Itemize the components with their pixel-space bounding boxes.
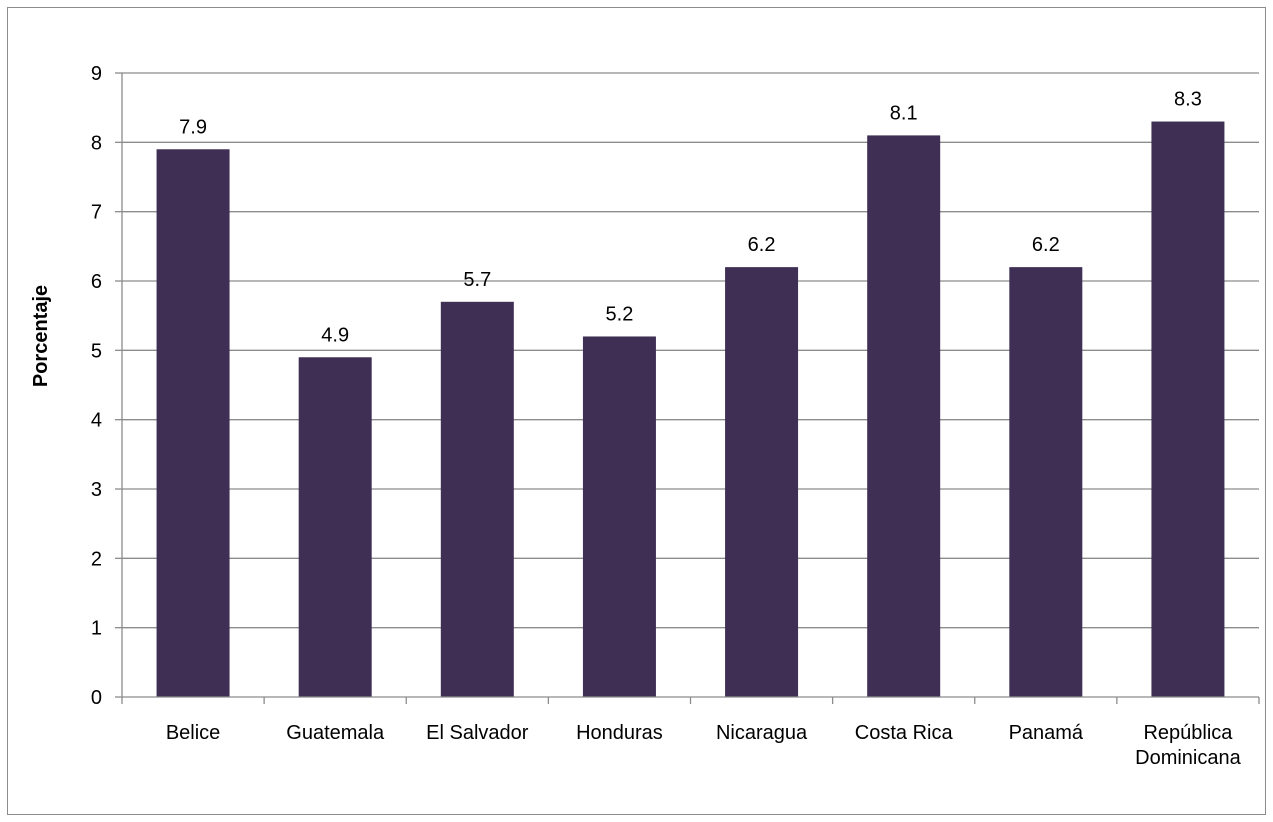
x-tick-label-line: República [1143,722,1233,744]
data-labels: 7.9 4.9 5.7 5.2 6.2 8.1 6.2 8.3 [179,89,1202,347]
gridlines [122,72,1259,629]
x-tick-label-line: Honduras [576,722,663,744]
y-tick-label: 3 [91,479,102,501]
axes [115,72,1260,704]
bar [156,149,230,697]
data-label: 8.1 [890,102,918,124]
y-tick-label: 0 [91,687,102,709]
x-tick-label-line: Guatemala [286,722,385,744]
data-label: 7.9 [179,116,207,138]
x-tick-labels: Belice Guatemala El Salvador Honduras Nicara… [166,722,1242,769]
y-tick-labels: 0 1 2 3 4 5 6 7 8 9 [91,63,102,709]
bar [582,336,656,697]
y-axis-title: Porcentaje [30,285,52,387]
x-tick-label-line: Costa Rica [855,722,954,744]
x-tick-label-line: El Salvador [426,722,529,744]
x-tick-label: Belice [166,722,220,744]
y-tick-label: 1 [91,618,102,640]
x-tick-label: El Salvador [426,722,529,744]
y-tick-label: 8 [91,132,102,154]
bar [867,135,941,697]
bars [156,121,1225,698]
data-label: 5.7 [463,269,491,291]
x-tick-label-line: Panamá [1009,722,1084,744]
x-tick-label: Guatemala [286,722,385,744]
data-label: 6.2 [1032,234,1060,256]
bar [440,301,514,697]
x-tick-label-line: Dominicana [1135,747,1241,769]
data-label: 8.3 [1174,89,1202,111]
bar [1009,267,1083,697]
data-label: 4.9 [321,324,349,346]
x-tick-label: Costa Rica [855,722,954,744]
bar [1151,121,1225,698]
y-tick-label: 7 [91,202,102,224]
x-tick-label-line: Belice [166,722,220,744]
y-tick-label: 4 [91,410,102,432]
x-tick-label: Nicaragua [716,722,808,744]
bar [298,357,372,697]
y-tick-label: 6 [91,271,102,293]
y-tick-label: 5 [91,340,102,362]
data-label: 5.2 [606,303,634,325]
x-tick-label-line: Nicaragua [716,722,808,744]
data-label: 6.2 [748,234,776,256]
bar [725,267,799,697]
y-tick-label: 2 [91,548,102,570]
x-tick-label: Panamá [1009,722,1084,744]
x-tick-label: Honduras [576,722,663,744]
x-tick-label: República Dominicana [1135,722,1241,769]
y-tick-label: 9 [91,63,102,85]
